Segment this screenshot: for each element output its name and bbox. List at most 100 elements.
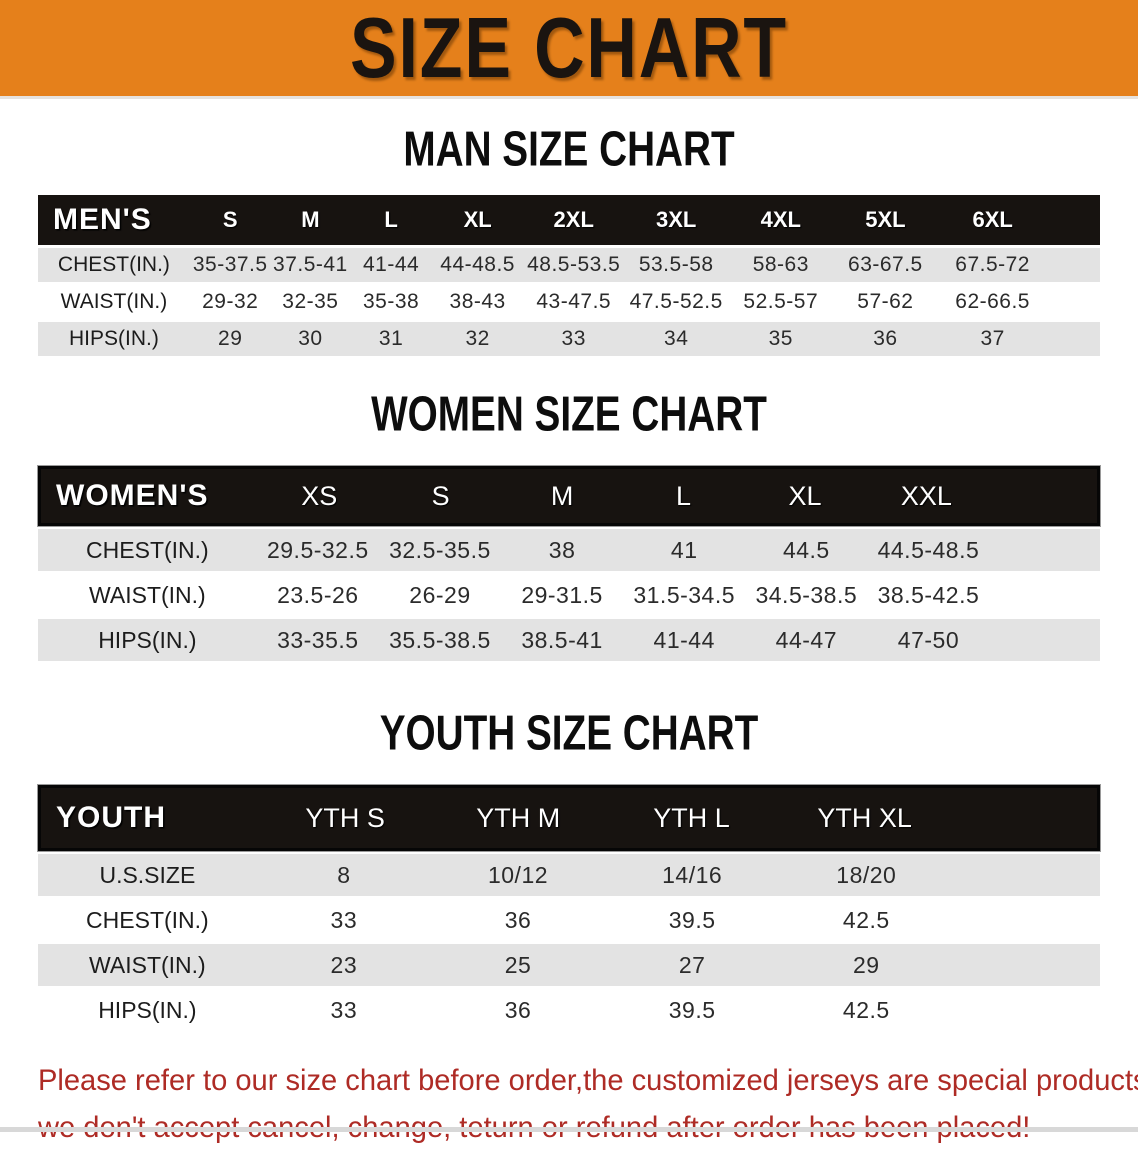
- size-value-cell: 29.5-32.5: [266, 536, 369, 563]
- measurement-row: CHEST(IN.) 35-37.5 37.5-41 41-44 44-48.5 48.5…: [38, 248, 1100, 282]
- size-column-header: 5XL: [865, 207, 906, 232]
- size-value-cell: 44-48.5: [440, 253, 515, 276]
- size-value-cell: 23: [330, 951, 358, 978]
- measurement-row: U.S.SIZE 8 10/12 14/16 18/20: [38, 854, 1100, 896]
- size-value-cell: 44.5-48.5: [877, 536, 980, 563]
- row-label: HIPS(IN.): [98, 626, 197, 653]
- size-value-cell: 29: [218, 327, 243, 350]
- men-header-label: MEN'S: [53, 203, 152, 236]
- size-value-cell: 67.5-72: [955, 253, 1030, 276]
- size-value-cell: 37: [980, 327, 1005, 350]
- size-value-cell: 33-35.5: [277, 626, 359, 653]
- size-value-cell: 47-50: [897, 626, 960, 653]
- size-value-cell: 38.5-42.5: [877, 581, 980, 608]
- measurement-row: CHEST(IN.) 29.5-32.5 32.5-35.5 38 41 44.5 44.5…: [38, 529, 1100, 571]
- size-value-cell: 34.5-38.5: [755, 581, 858, 608]
- women-header-label: WOMEN'S: [56, 479, 209, 512]
- size-value-cell: 10/12: [487, 861, 549, 888]
- women-size-section: WOMEN SIZE CHART WOMEN'S XS S M L XL XXL CHEST(…: [0, 387, 1138, 661]
- man-size-section: MAN SIZE CHART MEN'S S M L XL 2XL 3XL 4XL 5XL 6XL…: [0, 122, 1138, 356]
- size-value-cell: 35-37.5: [192, 253, 268, 276]
- size-column-header: L: [676, 480, 692, 511]
- size-value-cell: 31.5-34.5: [633, 581, 736, 608]
- size-value-cell: 38.5-41: [521, 626, 603, 653]
- size-value-cell: 27: [678, 951, 706, 978]
- size-value-cell: 53.5-58: [638, 253, 714, 276]
- size-value-cell: 26-29: [409, 581, 471, 608]
- size-value-cell: 31: [378, 327, 404, 350]
- women-section-title: WOMEN SIZE CHART: [371, 387, 767, 442]
- size-column-header: XL: [788, 480, 822, 511]
- size-value-cell: 36: [873, 327, 898, 350]
- size-value-cell: 32-35: [282, 290, 339, 313]
- size-value-cell: 14/16: [662, 861, 723, 888]
- size-column-header: YTH XL: [817, 802, 912, 833]
- size-value-cell: 41-44: [653, 626, 715, 653]
- size-value-cell: 52.5-57: [743, 290, 819, 313]
- size-value-cell: 42.5: [842, 906, 890, 933]
- size-value-cell: 35.5-38.5: [389, 626, 491, 653]
- size-column-header: XS: [301, 480, 338, 511]
- youth-section-title: YOUTH SIZE CHART: [379, 706, 759, 761]
- row-label: CHEST(IN.): [57, 253, 170, 276]
- size-value-cell: 34: [664, 327, 689, 350]
- size-column-header: YTH L: [653, 802, 730, 833]
- size-value-cell: 58-63: [752, 253, 809, 276]
- size-value-cell: 36: [504, 996, 532, 1023]
- row-label: HIPS(IN.): [98, 996, 197, 1023]
- size-value-cell: 48.5-53.5: [527, 253, 621, 276]
- measurement-row: HIPS(IN.) 33-35.5 35.5-38.5 38.5-41 41-44 44-…: [38, 619, 1100, 661]
- size-column-header: XL: [463, 207, 492, 232]
- row-label: WAIST(IN.): [89, 581, 206, 608]
- row-label: CHEST(IN.): [86, 906, 209, 933]
- size-chart-banner: SIZE CHART: [0, 0, 1138, 99]
- size-value-cell: 63-67.5: [848, 253, 923, 276]
- youth-size-section: YOUTH SIZE CHART YOUTH YTH S YTH M YTH L YTH…: [0, 706, 1138, 1031]
- size-value-cell: 29-31.5: [521, 581, 603, 608]
- womens-size-table: WOMEN'S XS S M L XL XXL CHEST(IN.) 29.5-32.5 32.5…: [38, 466, 1100, 661]
- row-label: WAIST(IN.): [60, 290, 168, 313]
- size-column-header: 3XL: [656, 207, 697, 232]
- size-value-cell: 42.5: [842, 996, 890, 1023]
- size-column-header: M: [550, 480, 574, 511]
- size-value-cell: 62-66.5: [955, 290, 1030, 313]
- measurement-row: WAIST(IN.) 23.5-26 26-29 29-31.5 31.5-34.5 34…: [38, 574, 1100, 616]
- size-value-cell: 32.5-35.5: [389, 536, 491, 563]
- bottom-edge-divider: [0, 1127, 1138, 1132]
- size-column-header: S: [222, 207, 238, 232]
- size-value-cell: 29: [853, 951, 880, 978]
- size-value-cell: 36: [504, 906, 532, 933]
- size-value-cell: 32: [465, 327, 490, 350]
- size-column-header: S: [431, 480, 450, 511]
- measurement-row: WAIST(IN.) 23 25 27 29: [38, 944, 1100, 986]
- disclaimer-line-1: Please refer to our size chart before or…: [38, 1064, 1138, 1097]
- size-value-cell: 44-47: [775, 626, 837, 653]
- row-label: WAIST(IN.): [89, 951, 206, 978]
- measurement-row: HIPS(IN.) 29 30 31 32 33 34 35 36 37: [38, 322, 1100, 356]
- size-value-cell: 25: [504, 951, 532, 978]
- size-column-header: 2XL: [553, 207, 594, 232]
- size-column-header: 4XL: [760, 207, 801, 232]
- size-value-cell: 29-32: [202, 290, 259, 313]
- size-value-cell: 43-47.5: [536, 290, 612, 313]
- banner-title: SIZE CHART: [350, 0, 788, 96]
- size-value-cell: 30: [298, 327, 323, 350]
- size-value-cell: 33: [330, 996, 358, 1023]
- size-value-cell: 44.5: [782, 536, 830, 563]
- size-value-cell: 23.5-26: [277, 581, 359, 608]
- size-value-cell: 57-62: [857, 290, 914, 313]
- measurement-row: WAIST(IN.) 29-32 32-35 35-38 38-43 43-47.5 47.…: [38, 285, 1100, 319]
- size-value-cell: 47.5-52.5: [629, 290, 723, 313]
- man-section-title: MAN SIZE CHART: [403, 122, 735, 177]
- mens-size-table: MEN'S S M L XL 2XL 3XL 4XL 5XL 6XL CHEST(IN.) 35-37…: [38, 195, 1100, 356]
- size-value-cell: 41: [670, 536, 698, 563]
- size-value-cell: 39.5: [668, 906, 716, 933]
- size-value-cell: 33: [330, 906, 358, 933]
- size-column-header: YTH S: [305, 802, 385, 833]
- size-value-cell: 33: [561, 327, 586, 350]
- size-column-header: XXL: [900, 480, 952, 511]
- size-column-header: 6XL: [972, 207, 1013, 232]
- size-value-cell: 18/20: [836, 861, 897, 888]
- youth-size-table: YOUTH YTH S YTH M YTH L YTH XL U.S.SIZE 8 10/12…: [38, 785, 1100, 1031]
- size-column-header: YTH M: [476, 802, 561, 833]
